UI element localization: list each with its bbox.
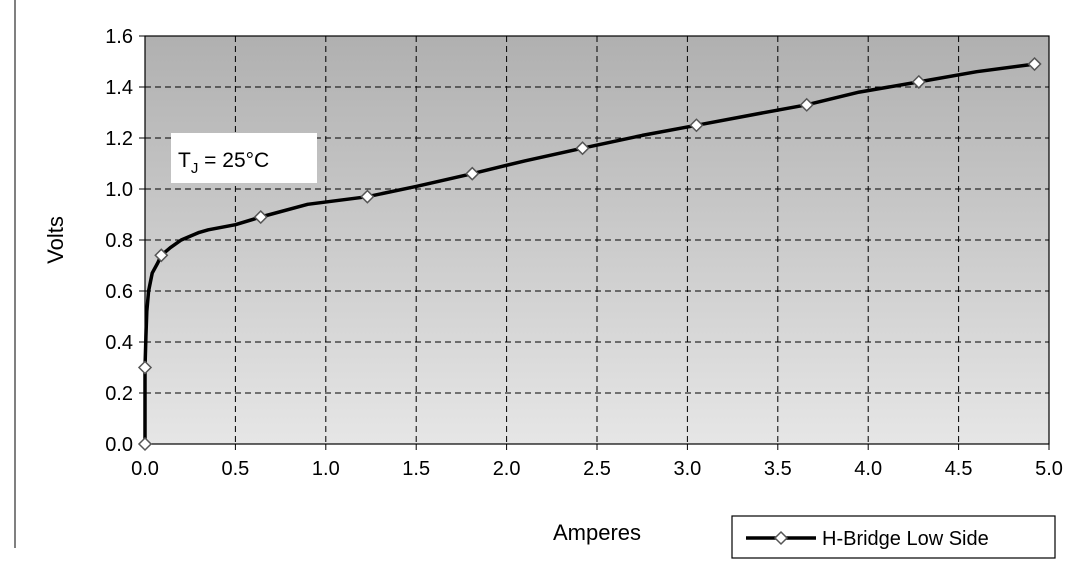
legend: H-Bridge Low Side <box>731 515 1056 559</box>
y-tick-label: 0.6 <box>105 281 133 303</box>
y-axis-title: Volts <box>43 216 68 264</box>
series-marker <box>253 209 268 225</box>
y-tick-label: 1.0 <box>105 179 133 201</box>
series-marker <box>575 141 590 156</box>
annotation-box: TJ = 25°C <box>171 133 317 183</box>
series-markers <box>137 56 1042 452</box>
series-marker <box>689 118 704 133</box>
x-tick-label: 4.5 <box>945 458 973 480</box>
x-tick-label: 4.0 <box>854 458 882 480</box>
y-axis-ticks: 0.0 0.2 0.4 0.6 0.8 1.0 1.2 1.4 1.6 <box>105 26 145 456</box>
y-tick-label: 0.4 <box>105 332 133 354</box>
annotation-main: T <box>178 149 191 172</box>
x-tick-label: 1.0 <box>312 458 340 480</box>
series-marker <box>465 166 480 181</box>
y-tick-label: 1.2 <box>105 128 133 150</box>
y-tick-label: 1.6 <box>105 26 133 48</box>
annotation-subscript: J <box>191 160 199 177</box>
x-tick-label: 0.0 <box>131 458 159 480</box>
series-marker <box>911 74 926 89</box>
x-tick-label: 2.0 <box>493 458 521 480</box>
x-tick-label: 3.0 <box>673 458 701 480</box>
annotation-text: TJ = 25°C <box>178 149 269 177</box>
x-tick-label: 5.0 <box>1035 458 1063 480</box>
x-tick-label: 2.5 <box>583 458 611 480</box>
x-tick-label: 1.5 <box>402 458 430 480</box>
y-tick-label: 0.8 <box>105 230 133 252</box>
series-marker <box>360 189 375 204</box>
series-marker <box>137 436 153 452</box>
series-marker <box>1027 56 1042 72</box>
series-marker <box>154 248 169 263</box>
grid <box>145 36 1049 444</box>
x-axis-title: Amperes <box>553 520 641 545</box>
legend-marker <box>773 530 789 546</box>
x-tick-label: 0.5 <box>221 458 249 480</box>
y-tick-label: 1.4 <box>105 77 133 99</box>
series-marker <box>137 360 153 375</box>
x-axis-ticks: 0.0 0.5 1.0 1.5 2.0 2.5 3.0 3.5 4.0 4.5 5.0 <box>131 444 1063 480</box>
series-line <box>143 62 1037 446</box>
series-marker <box>799 97 814 112</box>
x-tick-label: 3.5 <box>764 458 792 480</box>
legend-label: H-Bridge Low Side <box>822 528 989 550</box>
y-tick-label: 0.2 <box>105 383 133 405</box>
y-tick-label: 0.0 <box>105 434 133 456</box>
annotation-rest: = 25°C <box>198 149 269 172</box>
